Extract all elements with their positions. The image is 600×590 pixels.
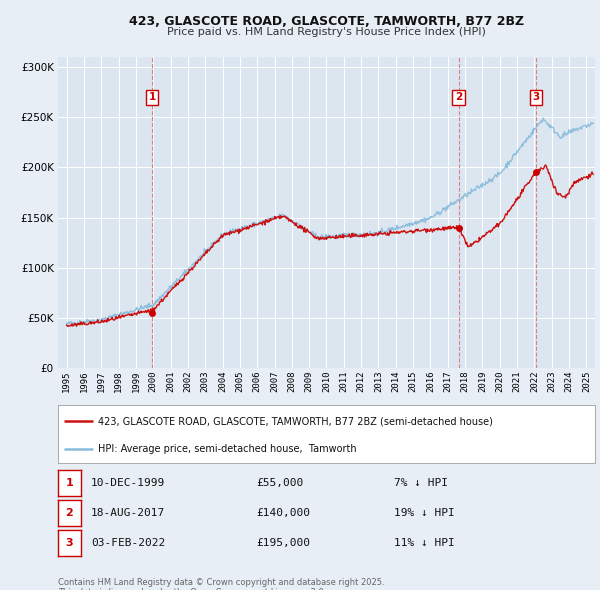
- Text: £140,000: £140,000: [256, 508, 310, 518]
- Text: HPI: Average price, semi-detached house,  Tamworth: HPI: Average price, semi-detached house,…: [98, 444, 357, 454]
- Text: 18-AUG-2017: 18-AUG-2017: [91, 508, 165, 518]
- Text: 1: 1: [65, 478, 73, 488]
- Text: 1: 1: [149, 92, 156, 102]
- Text: 2: 2: [65, 508, 73, 518]
- Text: Contains HM Land Registry data © Crown copyright and database right 2025.
This d: Contains HM Land Registry data © Crown c…: [58, 578, 385, 590]
- Text: £195,000: £195,000: [256, 538, 310, 548]
- Text: 3: 3: [532, 92, 539, 102]
- Text: 423, GLASCOTE ROAD, GLASCOTE, TAMWORTH, B77 2BZ (semi-detached house): 423, GLASCOTE ROAD, GLASCOTE, TAMWORTH, …: [98, 416, 493, 426]
- Text: £55,000: £55,000: [256, 478, 303, 488]
- Text: 423, GLASCOTE ROAD, GLASCOTE, TAMWORTH, B77 2BZ: 423, GLASCOTE ROAD, GLASCOTE, TAMWORTH, …: [129, 15, 524, 28]
- Text: 11% ↓ HPI: 11% ↓ HPI: [394, 538, 455, 548]
- Text: Price paid vs. HM Land Registry's House Price Index (HPI): Price paid vs. HM Land Registry's House …: [167, 27, 486, 37]
- Text: 2: 2: [455, 92, 462, 102]
- Text: 19% ↓ HPI: 19% ↓ HPI: [394, 508, 455, 518]
- Text: 7% ↓ HPI: 7% ↓ HPI: [394, 478, 448, 488]
- Text: 10-DEC-1999: 10-DEC-1999: [91, 478, 165, 488]
- Text: 3: 3: [65, 538, 73, 548]
- Text: 03-FEB-2022: 03-FEB-2022: [91, 538, 165, 548]
